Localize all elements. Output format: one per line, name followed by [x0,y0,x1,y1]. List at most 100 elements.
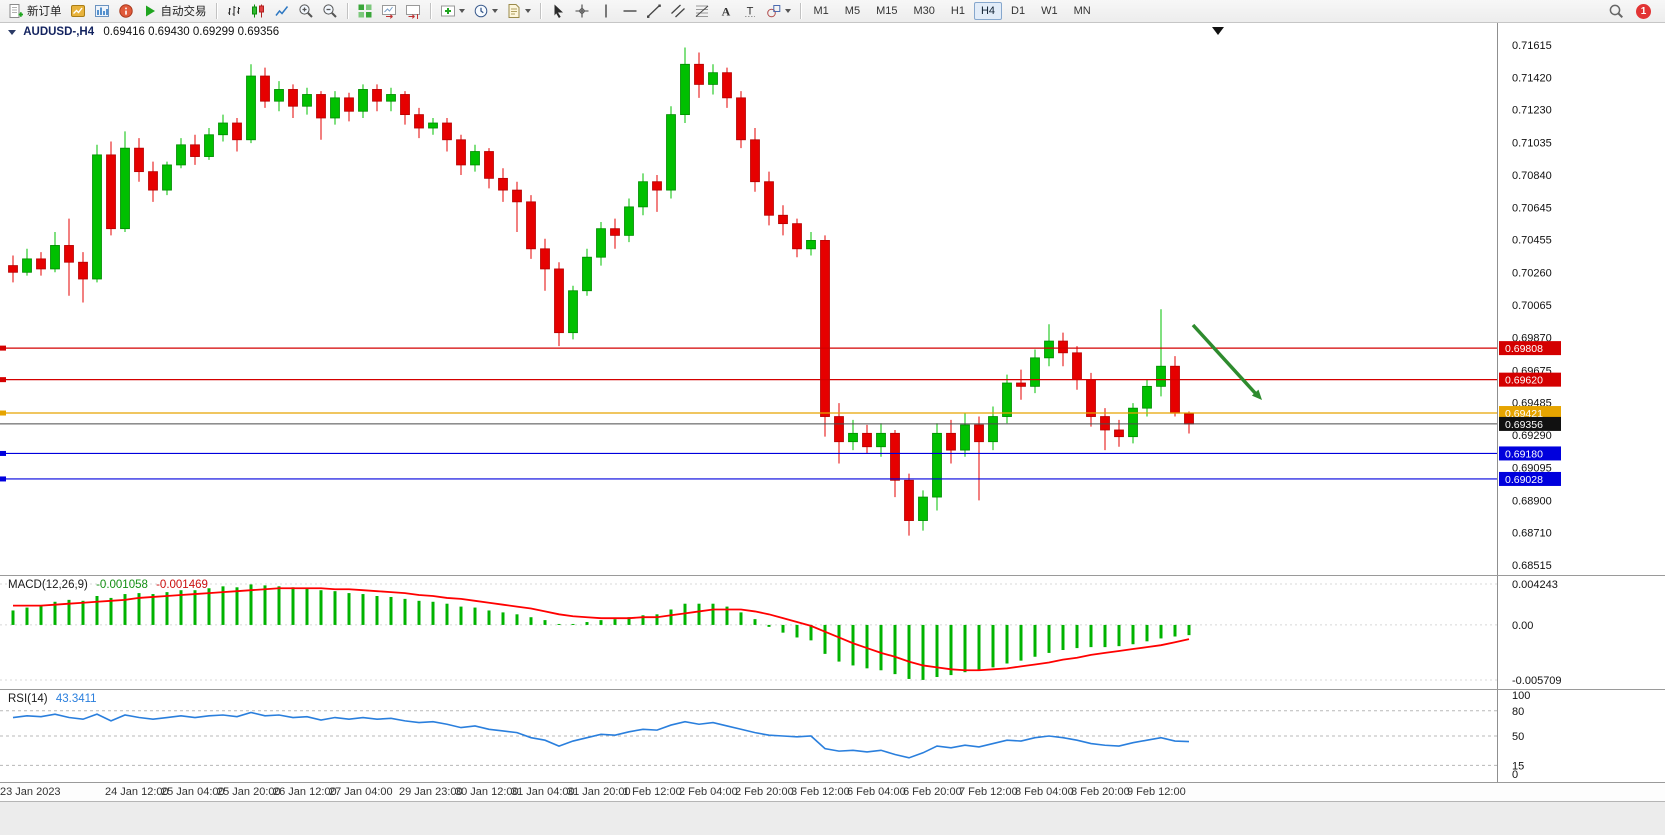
cursor-button[interactable] [546,0,570,22]
time-axis-label: 8 Feb 04:00 [1015,786,1074,798]
price-line-0.69620[interactable]: 0.69620 [0,372,1561,387]
candles-icon [250,3,266,19]
bar-chart-button[interactable] [222,0,246,22]
price-axis-label: 0.71420 [1512,73,1552,85]
macd-label: MACD(12,26,9) -0.001058 -0.001469 [8,579,208,591]
label-button[interactable]: T [738,0,762,22]
timeframe-button-mn[interactable]: MN [1073,5,1091,17]
autoscroll-icon [381,3,397,19]
macd-signal-value: -0.001469 [156,579,208,591]
price-axis-label: 0.68710 [1512,527,1552,539]
cursor-icon [550,3,566,19]
crosshair-button[interactable] [570,0,594,22]
arrow-object[interactable] [1191,323,1262,400]
timeframe-button-h1[interactable]: H1 [950,5,965,17]
fibonacci-button[interactable] [690,0,714,22]
line-handle[interactable] [0,476,6,482]
templates-button[interactable] [502,0,535,22]
time-axis-label: 29 Jan 23:00 [399,786,463,798]
vertical-line-button[interactable] [594,0,618,22]
price-axis-label: 0.71230 [1512,105,1552,117]
labelT-icon: T [742,3,758,19]
price-badge [1499,341,1561,356]
line-chart-button[interactable] [270,0,294,22]
chart-shift-button[interactable] [401,0,425,22]
toolbar-separator [429,3,431,19]
time-axis-label: 30 Jan 12:00 [455,786,519,798]
time-axis-label: 2 Feb 04:00 [679,786,738,798]
dropdown-caret-icon [491,9,498,13]
new-order-button[interactable]: 新订单 [4,0,66,22]
line-handle[interactable] [0,377,6,383]
periods-button[interactable] [469,0,502,22]
macd-main-value: -0.001058 [96,579,148,591]
shapes-button[interactable] [762,0,795,22]
line-handle[interactable] [0,410,6,416]
price-line-0.69180[interactable]: 0.69180 [0,446,1561,461]
text-button[interactable]: A [714,0,738,22]
notification-badge[interactable]: 1 [1636,3,1651,19]
timeframe-button-m5[interactable]: M5 [844,5,861,17]
autotrading-button[interactable]: 自动交易 [138,0,211,22]
chart-blue-icon [94,3,110,19]
info-red-icon [118,3,134,19]
main-chart-panel: AUDUSD-,H4 0.69416 0.69430 0.69299 0.693… [0,23,1665,576]
time-axis-label: 24 Jan 12:00 [105,786,169,798]
trendline-icon [646,3,662,19]
line-handle[interactable] [0,345,6,351]
trendline-button[interactable] [642,0,666,22]
price-line-0.69028[interactable]: 0.69028 [0,471,1561,486]
horizontal-line-button[interactable] [618,0,642,22]
chart-ohlc-values: 0.69416 0.69430 0.69299 0.69356 [103,26,280,38]
time-axis-label: 25 Jan 04:00 [161,786,225,798]
rsi-canvas: 100 80 50 150 [0,690,1530,782]
channel-button[interactable] [666,0,690,22]
time-axis-label: 31 Jan 20:00 [567,786,631,798]
timeframe-button-d1[interactable]: D1 [1011,5,1026,17]
timeframe-button-w1[interactable]: W1 [1041,5,1058,17]
hline-icon [622,3,638,19]
zoom-in-button[interactable] [294,0,318,22]
timeframe-button-h4[interactable]: H4 [973,2,1002,20]
line-handle[interactable] [0,450,6,456]
zoom-out-icon [322,3,338,19]
tile-windows-button[interactable] [353,0,377,22]
timeframe-button-m1[interactable]: M1 [813,5,829,17]
macd-histogram [11,584,1191,680]
indicators-button[interactable] [436,0,469,22]
search-button[interactable] [1604,0,1628,22]
macd-panel: MACD(12,26,9) -0.001058 -0.001469 0.0042… [0,576,1665,690]
price-line-0.69421[interactable]: 0.69421 [0,406,1561,421]
price-badge-label: 0.69180 [1505,448,1543,460]
zoom-out-button[interactable] [318,0,342,22]
price-axis-label: 0.69290 [1512,430,1552,442]
fibo-icon [694,3,710,19]
navigator-button[interactable] [90,0,114,22]
timeframe-button-m15[interactable]: M15 [876,5,898,17]
rsi-label: RSI(14) 43.3411 [8,693,97,705]
zoom-in-icon [298,3,314,19]
macd-axis-label: 0.004243 [1512,579,1558,591]
auto-scroll-button[interactable] [377,0,401,22]
price-badge-label: 0.69620 [1505,375,1543,387]
chartshift-icon [405,3,421,19]
macd-name: MACD(12,26,9) [8,579,88,591]
toolbar: 新订单 自动交易 A T M1 M5 M15 M30 H1 H4 D1 W1 MN 1 [0,0,1665,23]
candlestick-chart-button[interactable] [246,0,270,22]
terminal-button[interactable] [114,0,138,22]
market-watch-button[interactable] [66,0,90,22]
price-badge-label: 0.69028 [1505,474,1543,486]
chart-menu-icon[interactable] [8,30,16,35]
main-chart-canvas: 0.71615 0.71420 0.71230 0.71035 0.70840 0.706… [0,23,1561,575]
macd-axis-label: -0.005709 [1512,675,1562,687]
price-axis-label: 0.71035 [1512,137,1552,149]
linechart-icon [274,3,290,19]
price-axis-label: 0.70260 [1512,267,1552,279]
rsi-name: RSI(14) [8,693,48,705]
price-axis-label: 0.71615 [1512,40,1552,52]
tile-icon [357,3,373,19]
timeframe-button-m30[interactable]: M30 [913,5,935,17]
price-line-0.69808[interactable]: 0.69808 [0,341,1561,356]
chart-shift-marker[interactable] [1212,27,1224,35]
new-order-button-label: 新订单 [27,6,62,18]
